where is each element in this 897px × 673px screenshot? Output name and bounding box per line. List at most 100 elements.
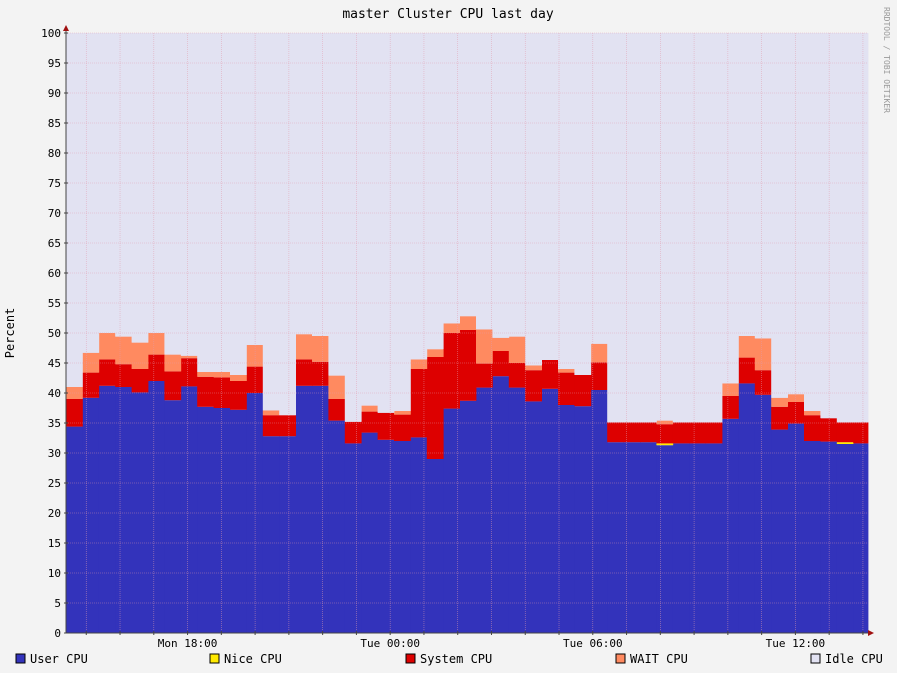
area-segment [115,336,132,365]
area-segment [836,33,854,423]
area-segment [705,443,723,633]
area-segment [312,336,329,362]
area-segment [722,396,739,419]
area-segment [722,418,739,633]
area-segment [574,375,592,407]
legend-item-idle: Idle CPU [810,652,883,666]
area-segment [295,334,313,360]
area-segment [672,422,690,444]
area-segment [689,422,706,444]
area-segment [410,369,428,438]
area-segment [508,336,526,363]
area-segment [476,33,493,330]
area-segment [508,387,526,633]
area-segment [328,33,346,376]
area-segment [738,383,756,633]
area-segment [754,370,772,395]
area-segment [98,385,116,633]
x-tick-label: Tue 12:00 [766,637,826,650]
area-segment [410,33,428,360]
x-axis-arrow [868,630,874,636]
area-segment [804,33,821,411]
series-user [66,376,869,633]
y-tick-labels: 0 5 10 15 20 25 30 35 40 45 50 55 60 65 70 75 80 85 90 95 10… [41,27,61,640]
area-segment [476,363,493,388]
area-segment [197,33,214,372]
area-segment [213,408,231,633]
area-segment [771,397,788,407]
area-segment [312,361,329,386]
area-segment [590,390,608,633]
legend-swatch [810,653,821,664]
area-segment [853,422,869,444]
area-segment [607,422,624,443]
area-segment [82,33,100,353]
axes [63,25,874,636]
area-segment [443,323,460,333]
area-segment [836,422,854,443]
area-segment [180,386,198,633]
area-segment [590,343,608,363]
y-tick-label: 45 [48,357,61,370]
area-segment [754,394,772,633]
area-segment [361,411,378,433]
area-segment [754,338,772,371]
area-segment [164,400,182,633]
area-segment [656,443,674,446]
y-tick-label: 60 [48,267,61,280]
y-tick-label: 20 [48,507,61,520]
area-segment [98,33,116,333]
area-segment [410,359,428,369]
area-segment [771,33,788,398]
area-segment [640,422,657,443]
y-tick-label: 75 [48,177,61,190]
area-segment [640,33,657,423]
area-segment [689,33,706,423]
y-tick-label: 10 [48,567,61,580]
area-segment [492,33,510,338]
y-tick-label: 55 [48,297,61,310]
area-segment [394,33,411,411]
y-tick-label: 35 [48,417,61,430]
area-segment [656,445,674,633]
area-segment [312,385,329,633]
area-segment [394,441,411,633]
area-segment [328,375,346,399]
area-segment [279,33,296,416]
chart-title: master Cluster CPU last day [342,7,553,22]
area-segment [820,441,838,633]
series-wait [66,316,821,425]
area-segment [361,405,378,412]
y-axis-label: Percent [3,308,17,359]
area-segment [525,401,542,633]
legend-swatch [15,653,26,664]
area-segment [459,33,477,317]
area-segment [230,409,247,633]
area-segment [295,33,313,335]
area-segment [787,402,805,424]
area-segment [541,33,559,360]
y-tick-label: 85 [48,117,61,130]
area-segment [344,421,362,444]
area-segment [213,33,231,372]
area-segment [836,444,854,633]
legend-label: System CPU [420,652,492,666]
area-segment [197,372,214,377]
area-segment [197,406,214,633]
area-segment [558,372,575,405]
area-segment [66,426,83,633]
area-segment [853,443,869,633]
area-segment [508,363,526,388]
area-segment [771,429,788,633]
area-segment [656,33,674,421]
area-segment [590,362,608,390]
area-segment [640,442,657,633]
area-segment [607,33,624,423]
legend-label: Idle CPU [825,652,883,666]
area-segment [459,316,477,330]
area-segment [820,33,838,419]
area-segment [426,33,444,350]
y-tick-label: 100 [41,27,61,40]
area-segment [443,333,460,409]
area-segment [787,423,805,633]
